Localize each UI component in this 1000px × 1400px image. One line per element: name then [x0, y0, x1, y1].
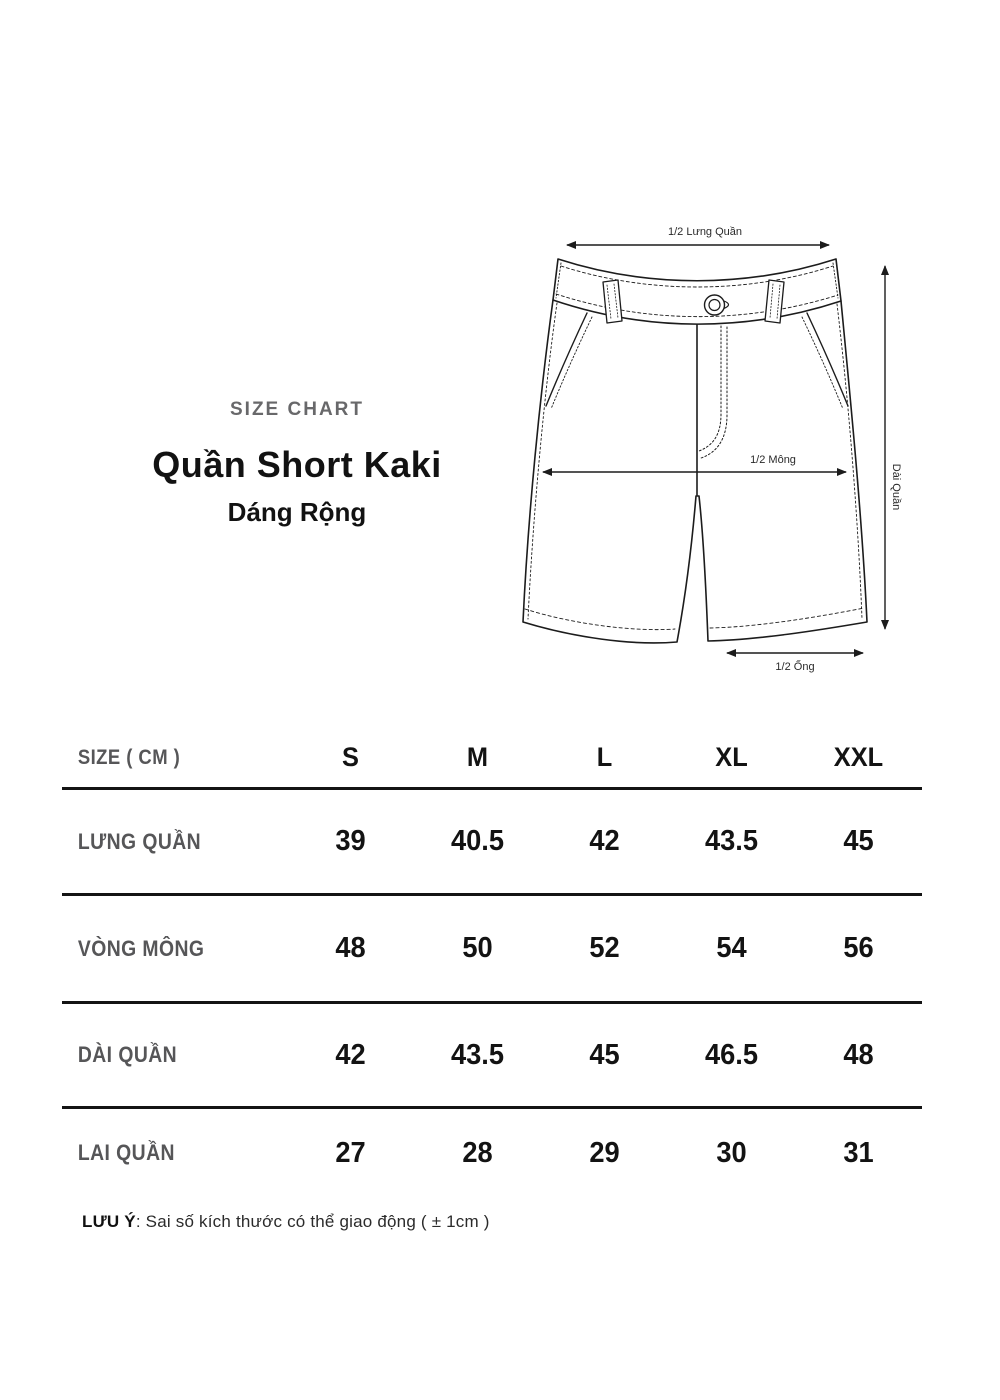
dim-label-half-hip: 1/2 Mông	[750, 454, 796, 466]
size-col-xl: XL	[715, 742, 748, 772]
cell-value: 45	[843, 825, 874, 857]
waistband-end-stitch-left	[555, 262, 562, 299]
size-col-l: L	[596, 742, 613, 772]
belt-loop-left-stitch	[606, 283, 619, 320]
button-icon	[703, 294, 726, 316]
pocket-right	[806, 312, 849, 407]
row-label: LƯNG QUẦN	[77, 828, 202, 854]
cell-value: 43.5	[704, 825, 759, 857]
cell-value: 42	[589, 825, 620, 857]
product-subtitle: Dáng Rộng	[227, 497, 367, 527]
shorts-technical-drawing: 1/2 Lưng Quần 1/2 Mông Dài Quần 1/2 Ống	[522, 226, 902, 673]
pocket-left	[545, 312, 588, 407]
eyebrow-size-chart: SIZE CHART	[230, 399, 364, 420]
row-label: LAI QUẦN	[77, 1140, 175, 1165]
table-row-lai-quan: LAI QUẦN 27 28 29 30 31	[62, 1109, 922, 1197]
cell-value: 52	[589, 932, 620, 964]
belt-loop-right	[764, 279, 785, 324]
product-title: Quần Short Kaki	[152, 444, 442, 485]
hem-stitch-left	[524, 608, 676, 631]
cell-value: 29	[589, 1136, 620, 1169]
pocket-stitch-right	[801, 316, 844, 410]
size-unit-label: SIZE ( CM )	[77, 745, 181, 769]
table-row-vong-mong: VÒNG MÔNG 48 50 52 54 56	[62, 896, 922, 1004]
dim-label-half-waist: 1/2 Lưng Quần	[668, 226, 742, 238]
dim-label-length: Dài Quần	[890, 464, 902, 510]
side-seam-stitch-right	[836, 303, 863, 620]
cell-value: 48	[843, 1038, 874, 1071]
tolerance-note-text: : Sai số kích thước có thể giao động ( ±…	[135, 1212, 490, 1231]
fly-stitch-outer	[698, 325, 722, 452]
cell-value: 42	[335, 1038, 366, 1071]
size-col-m: M	[466, 742, 489, 772]
side-seam-stitch-left	[527, 302, 558, 620]
cell-value: 56	[843, 932, 874, 964]
waistband-stitch-bottom	[555, 293, 839, 318]
table-row-dai-quan: DÀI QUẦN 42 43.5 45 46.5 48	[62, 1004, 922, 1109]
row-label: DÀI QUẦN	[77, 1042, 178, 1067]
dim-label-half-leg: 1/2 Ống	[775, 659, 814, 673]
cell-value: 30	[716, 1136, 747, 1169]
tolerance-note-label: LƯU Ý	[82, 1212, 136, 1231]
cell-value: 31	[843, 1136, 874, 1169]
cell-value: 43.5	[450, 1038, 505, 1071]
cell-value: 45	[589, 1038, 620, 1071]
size-table-header-row: SIZE ( CM ) S M L XL XXL	[62, 728, 922, 790]
belt-loop-right-stitch	[769, 283, 781, 320]
waistband-end-stitch-right	[832, 262, 839, 299]
waistband-stitch-top	[560, 265, 834, 288]
size-col-xxl: XXL	[833, 742, 884, 772]
size-table: SIZE ( CM ) S M L XL XXL LƯNG QUẦN 39 40…	[62, 728, 922, 1197]
cell-value: 50	[462, 932, 493, 964]
pocket-stitch-left	[550, 316, 593, 410]
title-block: SIZE CHART Quần Short Kaki Dáng Rộng	[97, 399, 497, 528]
fly-stitch-inner	[700, 326, 728, 459]
cell-value: 28	[462, 1136, 493, 1169]
cell-value: 46.5	[704, 1038, 759, 1071]
table-row-lung-quan: LƯNG QUẦN 39 40.5 42 43.5 45	[62, 790, 922, 896]
tolerance-note: LƯU Ý: Sai số kích thước có thể giao độn…	[82, 1212, 490, 1232]
cell-value: 54	[716, 932, 747, 964]
buttonhole	[723, 300, 730, 310]
cell-value: 39	[335, 825, 366, 857]
cell-value: 27	[335, 1136, 366, 1169]
cell-value: 48	[335, 932, 366, 964]
button-inner	[708, 298, 721, 312]
size-col-s: S	[342, 742, 359, 772]
cell-value: 40.5	[450, 825, 505, 857]
hem-stitch-right	[709, 607, 865, 629]
row-label: VÒNG MÔNG	[77, 935, 205, 961]
belt-loop-left	[602, 279, 623, 324]
